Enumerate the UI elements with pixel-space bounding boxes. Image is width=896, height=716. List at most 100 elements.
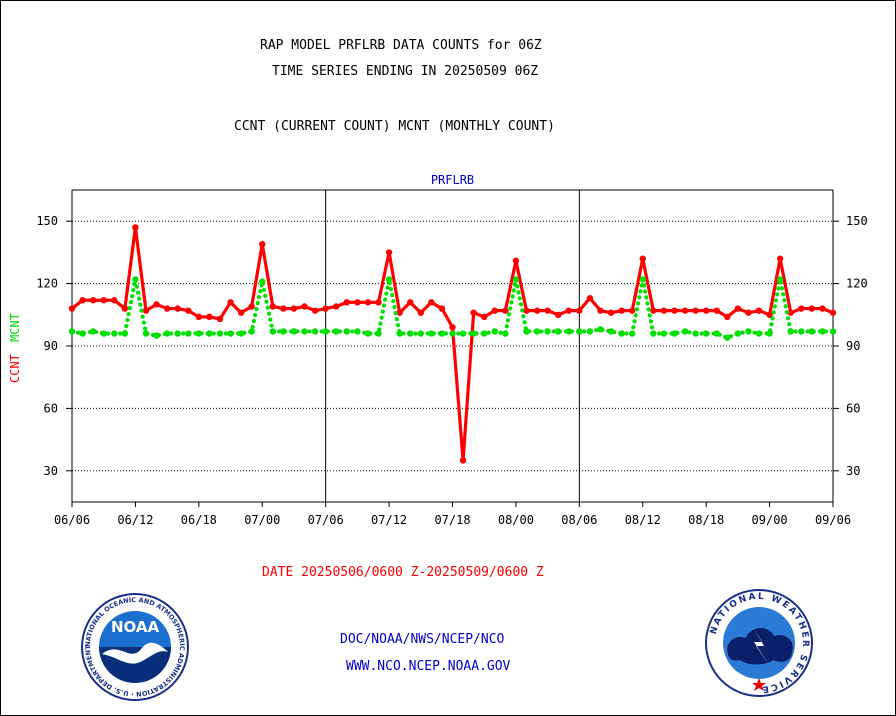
y-tick-label: 90: [44, 339, 58, 353]
data-point-mcnt: [364, 330, 372, 337]
data-point-ccnt: [68, 305, 76, 312]
x-tick-label: 06/12: [117, 513, 153, 527]
data-point-mcnt: [692, 330, 699, 337]
data-point-ccnt: [216, 315, 224, 323]
data-point-mcnt: [428, 330, 435, 337]
data-point-ccnt: [407, 299, 414, 306]
x-tick-label: 08/12: [625, 513, 661, 527]
data-point-mcnt: [216, 330, 224, 337]
data-point-mcnt: [724, 334, 731, 341]
date-range-label: DATE 20250506/0600 Z-20250509/0600 Z: [262, 565, 544, 580]
data-point-ccnt: [269, 303, 277, 310]
data-point-mcnt: [523, 328, 530, 335]
x-tick-label: 08/06: [561, 513, 597, 527]
data-point-ccnt: [787, 309, 794, 316]
x-tick-label: 06/06: [54, 513, 90, 527]
series-line-ccnt: [71, 225, 834, 462]
data-point-ccnt: [470, 309, 477, 316]
title-line-1: RAP MODEL PRFLRB DATA COUNTS for 06Z: [260, 38, 542, 53]
data-point-mcnt: [798, 328, 805, 335]
data-point-ccnt: [819, 305, 826, 312]
data-point-ccnt: [512, 257, 520, 264]
data-point-mcnt: [142, 330, 150, 337]
data-point-ccnt: [628, 307, 636, 314]
x-tick-label: 07/12: [371, 513, 407, 527]
data-point-mcnt: [354, 328, 361, 335]
data-point-ccnt: [174, 305, 181, 312]
data-point-ccnt: [607, 309, 615, 316]
y-tick-label: 150: [36, 214, 58, 228]
data-point-mcnt: [163, 330, 171, 337]
data-point-mcnt: [237, 330, 245, 337]
data-point-mcnt: [280, 328, 287, 335]
data-point-mcnt: [174, 330, 181, 337]
data-point-mcnt: [459, 330, 467, 337]
data-point-ccnt: [671, 307, 678, 314]
y-tick-label: 30: [44, 464, 58, 478]
data-point-mcnt: [481, 330, 488, 337]
data-point-ccnt: [311, 307, 319, 314]
y-axis-label-mcnt: MCNT: [8, 313, 22, 342]
data-point-mcnt: [755, 330, 763, 337]
data-point-ccnt: [428, 299, 435, 306]
data-point-ccnt: [301, 303, 308, 310]
data-point-mcnt: [808, 328, 816, 335]
data-point-ccnt: [576, 307, 583, 314]
data-point-ccnt: [290, 305, 298, 312]
data-point-ccnt: [745, 309, 752, 316]
data-point-mcnt: [597, 326, 604, 333]
data-point-ccnt: [544, 307, 551, 314]
data-point-ccnt: [681, 307, 689, 314]
data-point-ccnt: [724, 313, 731, 321]
website-link[interactable]: WWW.NCO.NCEP.NOAA.GOV: [346, 659, 511, 674]
data-point-ccnt: [142, 307, 150, 314]
y-tick-label-right: 120: [846, 277, 868, 291]
data-point-ccnt: [163, 305, 171, 312]
data-point-mcnt: [407, 330, 414, 337]
data-point-mcnt: [89, 328, 97, 335]
data-point-mcnt: [396, 330, 403, 337]
data-point-mcnt: [607, 328, 615, 335]
data-point-mcnt: [195, 330, 203, 337]
data-point-mcnt: [713, 330, 720, 337]
data-point-ccnt: [650, 307, 657, 314]
data-point-ccnt: [89, 297, 97, 304]
data-point-ccnt: [343, 299, 351, 306]
data-point-mcnt: [111, 330, 118, 337]
data-point-mcnt: [311, 328, 319, 335]
data-point-mcnt: [385, 276, 393, 283]
data-point-ccnt: [829, 309, 837, 316]
data-point-mcnt: [153, 332, 160, 339]
data-point-mcnt: [68, 328, 76, 335]
y-axis-label-ccnt: CCNT: [8, 354, 22, 383]
data-point-mcnt: [259, 278, 266, 285]
data-point-ccnt: [639, 255, 646, 262]
data-point-mcnt: [702, 330, 710, 337]
y-tick-label-right: 60: [846, 401, 860, 415]
plot-area-border: [71, 189, 834, 503]
data-point-ccnt: [333, 303, 340, 310]
data-point-mcnt: [185, 330, 192, 337]
data-point-mcnt: [544, 328, 551, 335]
title-line-2: TIME SERIES ENDING IN 20250509 06Z: [272, 64, 539, 79]
data-point-ccnt: [364, 299, 372, 306]
y-tick-label-right: 30: [846, 464, 860, 478]
data-point-mcnt: [491, 328, 498, 335]
x-tick-label: 06/18: [181, 513, 217, 527]
data-point-ccnt: [153, 301, 160, 308]
data-point-ccnt: [195, 313, 203, 321]
x-tick-label: 08/18: [688, 513, 724, 527]
data-point-ccnt: [502, 307, 509, 314]
data-point-mcnt: [470, 330, 477, 337]
data-point-mcnt: [554, 328, 562, 335]
data-point-mcnt: [628, 330, 636, 337]
data-point-mcnt: [787, 328, 794, 335]
org-label: DOC/NOAA/NWS/NCEP/NCO: [340, 632, 505, 647]
data-point-mcnt: [766, 330, 773, 337]
x-tick-label: 07/06: [308, 513, 344, 527]
data-point-ccnt: [766, 311, 773, 318]
data-point-mcnt: [745, 328, 752, 335]
x-tick-label: 09/06: [815, 513, 851, 527]
data-point-ccnt: [280, 305, 287, 312]
